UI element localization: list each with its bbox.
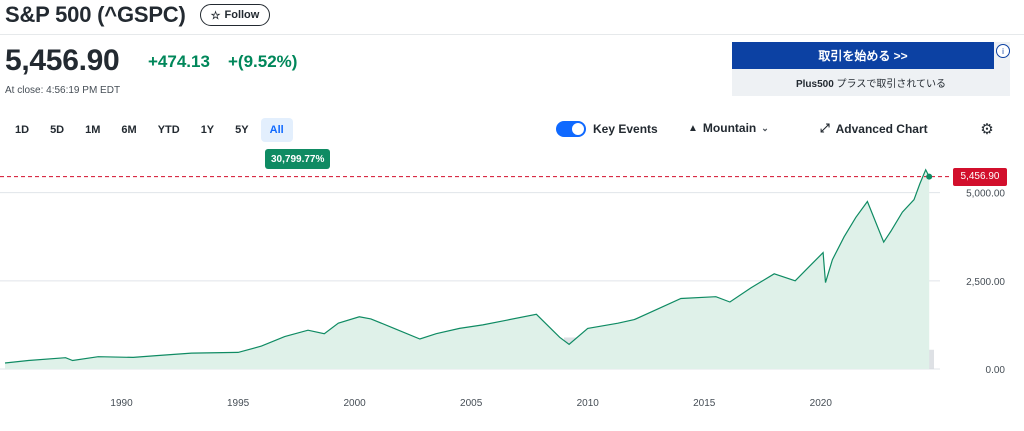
expand-icon: ⤢ bbox=[820, 121, 830, 135]
ad-tagline: プラスで取引されている bbox=[833, 79, 947, 90]
y-tick-label: 5,000.00 bbox=[966, 189, 1005, 200]
y-tick-label: 2,500.00 bbox=[966, 277, 1005, 288]
range-tab-5y[interactable]: 5Y bbox=[235, 124, 249, 136]
page-title: S&P 500 (^GSPC) bbox=[5, 2, 186, 27]
advanced-chart-button[interactable]: ⤢ Advanced Chart bbox=[820, 121, 928, 136]
ad-text: Plus500 プラスで取引されている bbox=[732, 75, 1010, 90]
follow-button[interactable]: ☆ Follow bbox=[199, 4, 271, 26]
price-line bbox=[4, 168, 930, 364]
advanced-chart-label: Advanced Chart bbox=[835, 121, 928, 136]
y-tick-label: 0.00 bbox=[986, 365, 1006, 376]
chart-type-label: Mountain bbox=[702, 121, 757, 135]
toggle-switch[interactable] bbox=[556, 121, 586, 137]
range-tab-1y[interactable]: 1Y bbox=[200, 124, 215, 136]
header-divider bbox=[0, 34, 1024, 35]
x-axis: 1990 1995 2000 2005 2010 2015 2020 bbox=[110, 398, 832, 409]
x-tick-label: 2005 bbox=[460, 398, 483, 409]
chevron-down-icon: ⌄ bbox=[761, 122, 769, 133]
price-area bbox=[5, 169, 930, 369]
range-tab-1d[interactable]: 1D bbox=[15, 124, 30, 136]
x-tick-label: 2000 bbox=[343, 398, 366, 409]
x-tick-label: 2015 bbox=[693, 398, 716, 409]
mountain-icon: ▲ bbox=[688, 122, 698, 134]
range-tab-6m[interactable]: 6M bbox=[121, 124, 137, 136]
star-outline-icon: ☆ bbox=[210, 9, 221, 22]
price-change-percent: +(9.52%) bbox=[228, 52, 298, 71]
ad-banner[interactable]: 取引を始める >> i Plus500 プラスで取引されている bbox=[732, 42, 1010, 96]
range-tab-ytd[interactable]: YTD bbox=[157, 124, 180, 136]
settings-gear-icon[interactable]: ⚙ bbox=[980, 121, 994, 138]
return-badge: 30,799.77% bbox=[265, 149, 331, 169]
x-tick-label: 1995 bbox=[227, 398, 250, 409]
x-tick-label: 2010 bbox=[577, 398, 600, 409]
ad-info-icon[interactable]: i bbox=[996, 44, 1010, 58]
ad-brand: Plus500 bbox=[795, 79, 834, 90]
current-price-tag: 5,456.90 bbox=[953, 167, 1007, 186]
toggle-knob bbox=[572, 123, 584, 135]
range-tab-all[interactable]: All bbox=[260, 118, 293, 142]
chart-type-dropdown[interactable]: ▲ Mountain ⌄ bbox=[688, 121, 769, 135]
title-row: S&P 500 (^GSPC) ☆ Follow bbox=[5, 0, 271, 30]
price-chart[interactable]: 5,000.00 2,500.00 0.00 1990 1995 2000 2005 201… bbox=[0, 160, 1024, 431]
current-price: 5,456.90 bbox=[5, 44, 120, 77]
key-events-toggle[interactable]: Key Events bbox=[556, 121, 658, 137]
range-tab-5d[interactable]: 5D bbox=[50, 124, 65, 136]
x-tick-label: 2020 bbox=[810, 398, 833, 409]
x-tick-label: 1990 bbox=[110, 398, 133, 409]
follow-label: Follow bbox=[224, 9, 260, 21]
y-axis: 5,000.00 2,500.00 0.00 bbox=[966, 189, 1005, 376]
range-tab-1m[interactable]: 1M bbox=[85, 124, 101, 136]
close-time: At close: 4:56:19 PM EDT bbox=[5, 85, 121, 96]
last-price-dot bbox=[926, 173, 933, 180]
ad-cta-button[interactable]: 取引を始める >> bbox=[732, 42, 994, 69]
range-tabs: 1D 5D 1M 6M YTD 1Y 5Y All bbox=[6, 118, 296, 142]
key-events-label: Key Events bbox=[593, 122, 658, 136]
price-change: +474.13 bbox=[148, 52, 210, 71]
